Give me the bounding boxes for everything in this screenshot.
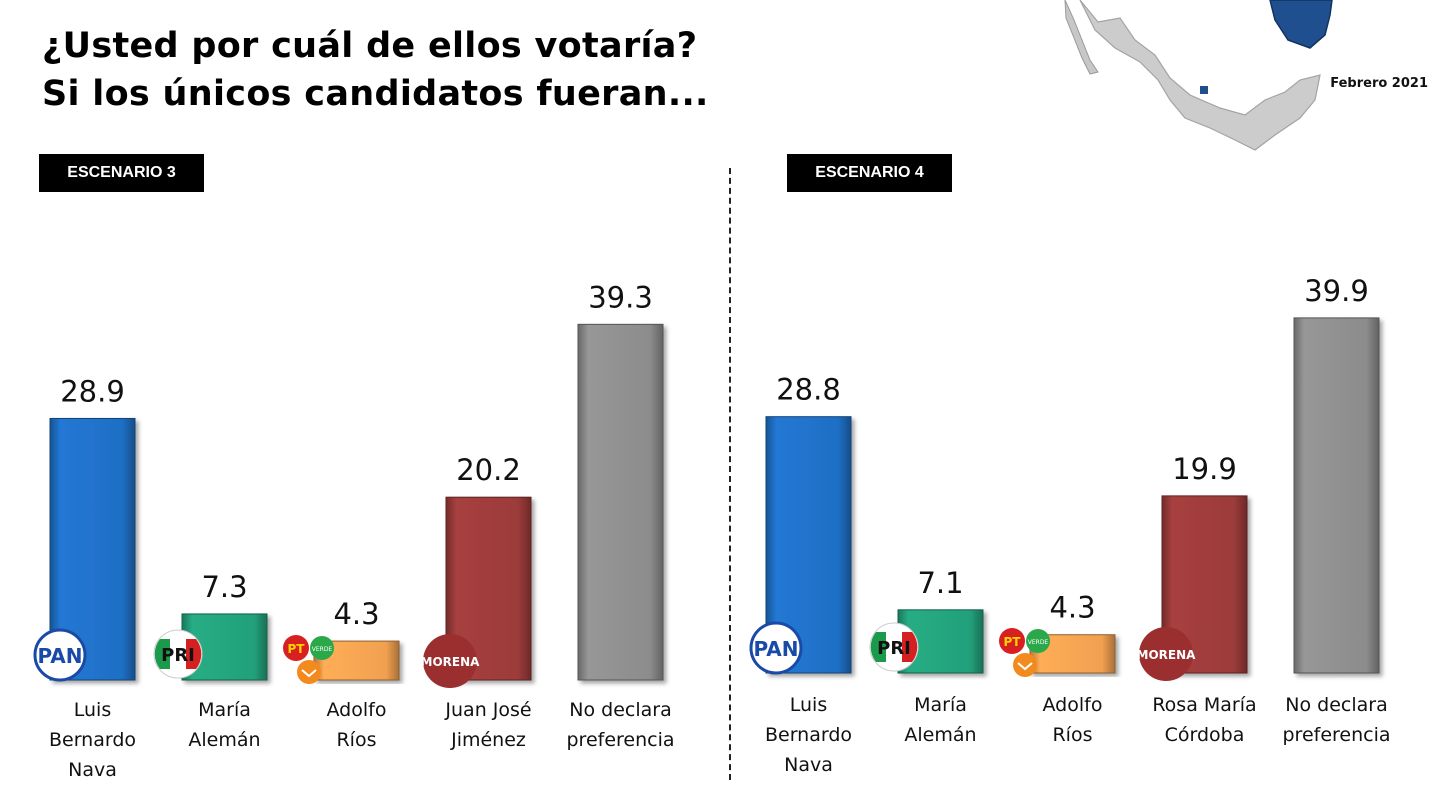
category-label-scenario3-0: Nava — [68, 759, 117, 781]
value-label-scenario3-4: 39.3 — [588, 280, 653, 314]
category-label-scenario3-4: No declara — [569, 699, 671, 721]
category-label-scenario4-0: Bernardo — [765, 724, 852, 746]
category-label-scenario4-0: Luis — [790, 694, 827, 716]
svg-text:PT: PT — [1004, 635, 1022, 649]
svg-text:PAN: PAN — [37, 644, 82, 668]
category-label-scenario4-0: Nava — [784, 754, 833, 776]
category-label-scenario3-3: Juan José — [444, 699, 531, 721]
pt_verde_mc-logo-icon: PT VERDE — [283, 635, 334, 684]
pan-logo-icon: PAN — [33, 628, 87, 682]
svg-text:PAN: PAN — [753, 637, 798, 661]
category-label-scenario4-1: Alemán — [904, 724, 976, 746]
date-label: Febrero 2021 — [1330, 76, 1428, 91]
value-label-scenario4-2: 4.3 — [1049, 591, 1095, 625]
value-label-scenario4-4: 39.9 — [1304, 274, 1369, 308]
bar-scenario4-4 — [1293, 317, 1380, 674]
title-line-2: Si los únicos candidatos fueran... — [42, 74, 709, 114]
svg-text:PRI: PRI — [161, 645, 195, 666]
mexico-map-icon — [1064, 0, 1333, 151]
category-label-scenario3-4: preferencia — [566, 729, 674, 751]
category-label-scenario3-2: Adolfo — [327, 699, 387, 721]
scenario-3-badge: ESCENARIO 3 — [39, 154, 204, 192]
svg-text:PT: PT — [288, 642, 306, 656]
bar-scenario3-4 — [577, 323, 664, 681]
category-label-scenario4-3: Rosa María — [1152, 694, 1256, 716]
svg-text:MORENA: MORENA — [421, 655, 481, 669]
value-label-scenario4-0: 28.8 — [776, 373, 841, 407]
category-label-scenario3-3: Jiménez — [450, 729, 526, 751]
pri-logo-icon: PRI — [869, 622, 919, 672]
scenario-4-badge: ESCENARIO 4 — [787, 154, 952, 192]
category-label-scenario3-0: Luis — [74, 699, 111, 721]
svg-text:VERDE: VERDE — [312, 646, 333, 653]
panel-divider — [729, 168, 731, 780]
category-label-scenario3-2: Ríos — [336, 729, 376, 751]
category-label-scenario3-1: Alemán — [188, 729, 260, 751]
category-label-scenario3-0: Bernardo — [49, 729, 136, 751]
pan-logo-icon: PAN — [749, 621, 803, 675]
chart-title: ¿Usted por cuál de ellos votaría? Si los… — [42, 22, 709, 118]
morena-logo-icon: MORENA — [421, 634, 481, 688]
pri-logo-icon: PRI — [153, 629, 203, 679]
category-label-scenario4-2: Adolfo — [1043, 694, 1103, 716]
category-label-scenario4-2: Ríos — [1052, 724, 1092, 746]
value-label-scenario4-3: 19.9 — [1172, 452, 1237, 486]
category-label-scenario4-4: No declara — [1285, 694, 1387, 716]
title-line-1: ¿Usted por cuál de ellos votaría? — [42, 26, 698, 66]
value-label-scenario3-1: 7.3 — [201, 570, 247, 604]
value-label-scenario3-0: 28.9 — [60, 374, 125, 408]
category-label-scenario4-4: preferencia — [1282, 724, 1390, 746]
svg-text:VERDE: VERDE — [1028, 639, 1049, 646]
morena-logo-icon: MORENA — [1137, 627, 1197, 681]
category-label-scenario4-3: Córdoba — [1165, 724, 1245, 746]
pt_verde_mc-logo-icon: PT VERDE — [999, 628, 1050, 677]
category-label-scenario3-1: María — [198, 699, 251, 721]
value-label-scenario3-3: 20.2 — [456, 453, 521, 487]
value-label-scenario4-1: 7.1 — [917, 566, 963, 600]
value-label-scenario3-2: 4.3 — [333, 597, 379, 631]
svg-text:PRI: PRI — [877, 638, 911, 659]
svg-text:MORENA: MORENA — [1137, 648, 1197, 662]
category-label-scenario4-1: María — [914, 694, 967, 716]
